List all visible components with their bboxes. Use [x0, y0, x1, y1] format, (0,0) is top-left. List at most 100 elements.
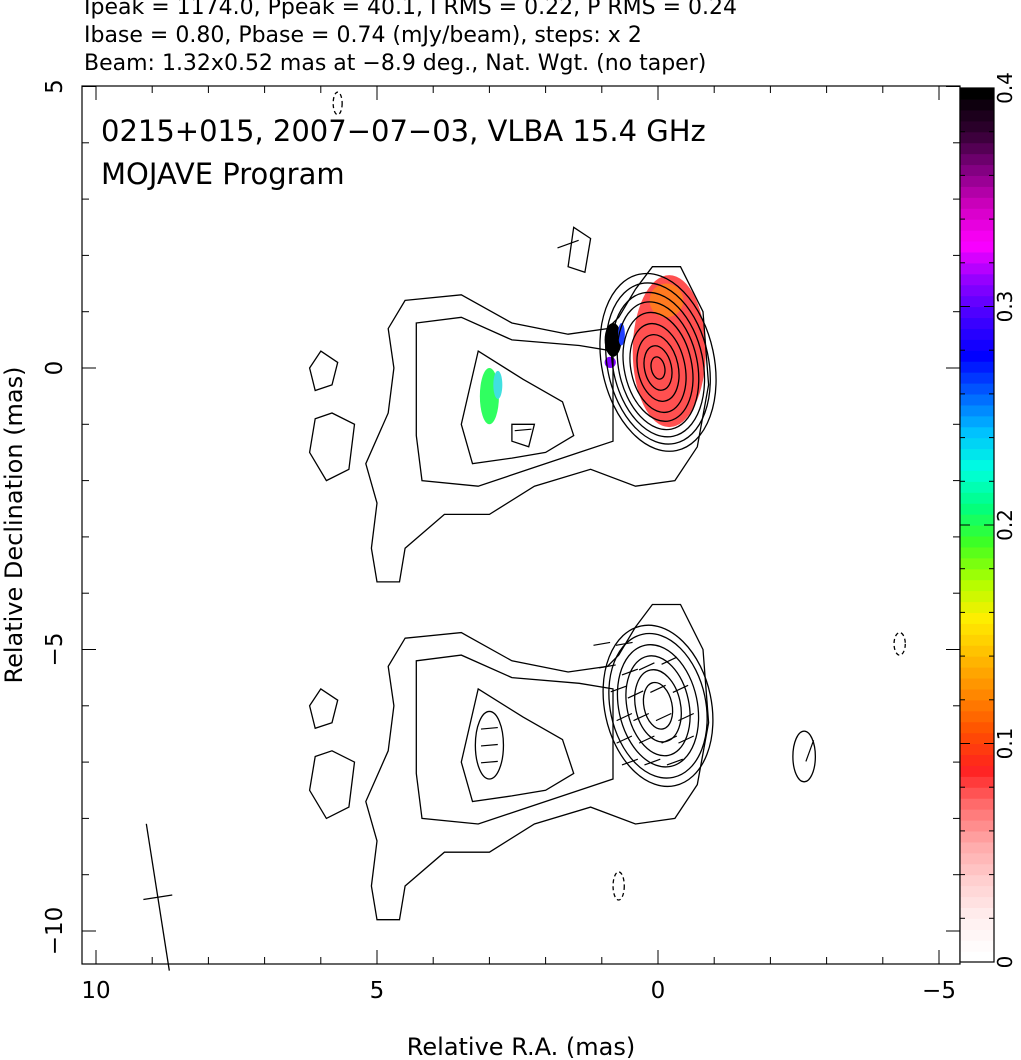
evpa-tick	[661, 656, 678, 665]
colorbar-swatch	[960, 262, 994, 275]
evpa-tick	[678, 735, 694, 744]
contour-layer	[308, 91, 906, 921]
source-annotation: 0215+015, 2007−07−03, VLBA 15.4 GHz	[101, 114, 706, 148]
colorbar-swatch	[960, 568, 994, 581]
negative-contour	[893, 631, 906, 656]
colorbar-swatch	[960, 677, 994, 690]
evpa-tick	[655, 712, 672, 722]
negative-contour	[332, 91, 343, 116]
colorbar-tick-label: 0.2	[993, 509, 1017, 541]
evpa-tick	[672, 684, 689, 694]
intensity-contour	[599, 272, 717, 452]
colorbar-swatch	[960, 153, 994, 166]
evpa-tick	[480, 760, 498, 764]
evpa-tick	[480, 726, 498, 730]
colorbar-swatch	[960, 765, 994, 777]
colorbar-swatch	[960, 382, 994, 395]
colorbar-swatch	[960, 131, 994, 144]
pol-region-core-orange	[649, 283, 684, 318]
colorbar-swatch	[960, 667, 994, 679]
colorbar-swatch	[960, 197, 994, 209]
colorbar-swatch	[960, 448, 994, 461]
intensity-contour-island-d	[511, 423, 536, 448]
evpa-tick	[666, 758, 683, 766]
pol-region-jet-cyan	[493, 370, 503, 399]
colorbar-swatch	[960, 372, 994, 384]
colorbar-swatch	[960, 557, 994, 570]
lower-intensity-contour-outer	[365, 603, 710, 921]
evpa-tick	[805, 740, 815, 762]
colorbar-swatch	[960, 612, 994, 624]
colorbar-swatch	[960, 743, 994, 756]
pol-region-edge-blue	[618, 322, 625, 346]
colorbar-swatch	[960, 634, 994, 646]
colorbar-swatch	[960, 426, 994, 439]
colorbar-swatch	[960, 98, 994, 111]
colorbar-swatch	[960, 656, 994, 668]
program-annotation: MOJAVE Program	[101, 157, 345, 191]
intensity-contour-island-a	[308, 350, 339, 392]
evpa-tick	[638, 735, 655, 744]
evpa-tick	[661, 735, 678, 744]
intensity-contour-outer	[365, 266, 710, 583]
colorbar-swatch	[960, 361, 994, 373]
colorbar-swatch	[960, 437, 994, 450]
x-tick-label: −5	[922, 978, 956, 1004]
colorbar-swatch	[960, 284, 994, 297]
colorbar-swatch	[960, 120, 994, 133]
x-tick-label: 10	[81, 978, 110, 1004]
colorbar-swatch	[960, 940, 994, 952]
colorbar-swatch	[960, 754, 994, 766]
colorbar-swatch	[960, 699, 994, 712]
colorbar-swatch	[960, 688, 994, 701]
colorbar-swatch	[960, 404, 994, 417]
colorbar-tick-label: 0.4	[993, 72, 1017, 104]
colorbar-swatch	[960, 481, 994, 493]
intensity-contour	[643, 345, 673, 391]
colorbar-swatch	[960, 186, 994, 198]
intensity-contour-island-c	[567, 226, 592, 274]
colorbar-swatch	[960, 546, 994, 559]
colorbar-swatch	[960, 623, 994, 635]
intensity-contour	[610, 291, 706, 438]
colorbar-swatch	[960, 459, 994, 471]
colorbar-swatch	[960, 830, 994, 843]
colorbar-tick-label: 0	[993, 956, 1017, 969]
colorbar-swatch	[960, 951, 994, 963]
colorbar-swatch	[960, 721, 994, 734]
colorbar-swatch	[960, 579, 994, 592]
negative-contour	[612, 871, 625, 901]
y-tick-label: 5	[42, 79, 68, 94]
polarized-intensity-contour	[634, 669, 682, 743]
header-line-1: Ipeak = 1174.0, Ppeak = 40.1, I RMS = 0.…	[84, 0, 737, 20]
colorbar-swatch	[960, 514, 994, 526]
polarized-intensity-contour	[608, 632, 708, 779]
colorbar-swatch	[960, 710, 994, 723]
colorbar-swatch	[960, 273, 994, 286]
y-tick-label: 0	[42, 361, 68, 376]
evpa-tick	[627, 690, 644, 699]
colorbar-swatch	[960, 852, 994, 865]
evpa-tick	[599, 664, 616, 669]
colorbar-swatch	[960, 109, 994, 122]
intensity-contour	[622, 311, 694, 422]
header-line-2: Ibase = 0.80, Pbase = 0.74 (mJy/beam), s…	[84, 23, 642, 48]
colorbar-swatch	[960, 732, 994, 745]
colorbar-swatch	[960, 306, 994, 319]
colorbar-swatch	[960, 787, 994, 799]
evpa-tick	[678, 712, 694, 722]
colorbar-swatch	[960, 601, 994, 613]
evpa-tick	[616, 735, 633, 744]
colorbar-swatch	[960, 251, 994, 264]
colorbar-swatch	[960, 809, 994, 821]
colorbar: 0 0.1 0.2 0.3 0.4	[959, 72, 1017, 969]
lower-intensity-contour-island-b	[308, 750, 356, 820]
lower-intensity-contour-second	[415, 654, 614, 825]
header-line-3: Beam: 1.32x0.52 mas at −8.9 deg., Nat. W…	[84, 51, 707, 76]
colorbar-swatch	[960, 208, 994, 220]
colorbar-swatch	[960, 863, 994, 876]
y-tick-label: −10	[42, 907, 68, 956]
colorbar-swatch	[960, 896, 994, 908]
intensity-contour	[616, 301, 700, 431]
evpa-tick	[621, 758, 639, 766]
